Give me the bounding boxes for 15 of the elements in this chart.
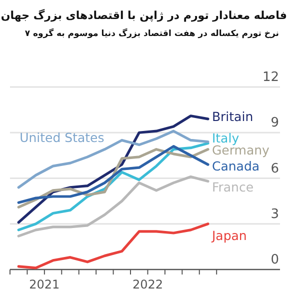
ytick: 6 <box>270 161 279 176</box>
xtick: 2022 <box>132 278 163 292</box>
series-label: United States <box>20 130 104 146</box>
series-label: Canada <box>212 158 260 174</box>
xtick: 2021 <box>29 278 60 292</box>
ytick: 12 <box>262 70 279 85</box>
series-label: Italy <box>212 130 240 146</box>
series-label: France <box>212 179 254 194</box>
subtitle: نرخ تورم یکساله در هفت اقتصاد بزرگ دنیا موسوم به گروه ۷ <box>24 29 279 39</box>
title: فاصله معنادار تورم در ژاپن با اقتصادهای بزرگ جهان <box>0 9 287 22</box>
ytick: 9 <box>270 116 279 131</box>
series-label: Britain <box>212 108 254 124</box>
ytick: 0 <box>270 252 279 268</box>
series-label: Japan <box>212 228 247 243</box>
ytick: 3 <box>270 206 279 222</box>
